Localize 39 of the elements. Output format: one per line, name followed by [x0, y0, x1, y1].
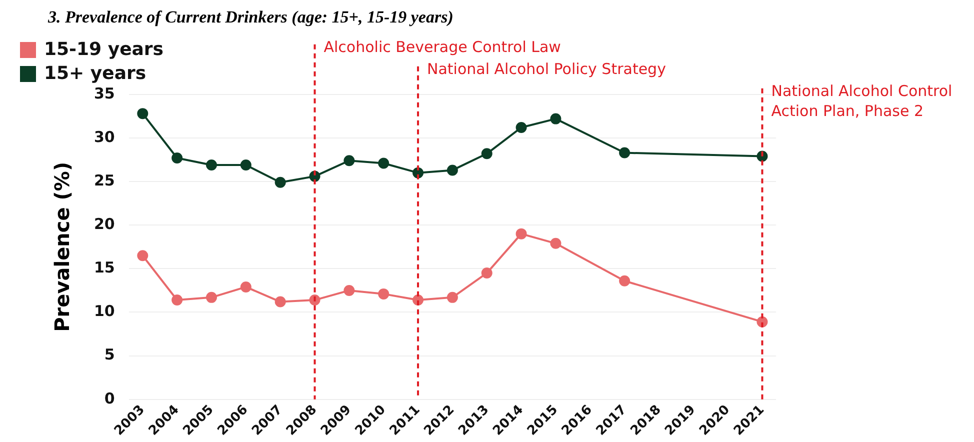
- chart-title: 3. Prevalence of Current Drinkers (age: 15+, 15-19 years): [47, 8, 454, 27]
- point: [619, 275, 630, 286]
- legend-label: 15+ years: [44, 62, 146, 86]
- point: [446, 164, 458, 176]
- y-tick-label: 35: [94, 84, 115, 102]
- point: [516, 228, 527, 240]
- point: [446, 292, 458, 303]
- point: [172, 152, 183, 164]
- point: [137, 250, 148, 262]
- point: [378, 158, 390, 169]
- y-tick-label: 20: [94, 215, 115, 233]
- point: [550, 238, 562, 249]
- y-tick-label: 10: [94, 302, 115, 320]
- point: [550, 113, 562, 124]
- point: [378, 288, 390, 300]
- point: [481, 148, 492, 160]
- y-tick-label: 0: [104, 389, 115, 408]
- ref-line-label: National Alcohol Control Action Plan, Phase 2: [771, 82, 952, 120]
- y-tick-label: 15: [94, 258, 115, 277]
- point: [481, 268, 492, 279]
- point: [206, 159, 217, 170]
- y-tick-label: 25: [94, 171, 115, 190]
- y-axis-title: Prevalence (%): [50, 162, 74, 332]
- point: [274, 176, 286, 188]
- y-tick-label: 30: [94, 128, 115, 146]
- legend-label: 15-19 years: [44, 38, 164, 62]
- point: [172, 294, 183, 306]
- point: [274, 296, 286, 308]
- point: [240, 159, 252, 170]
- point: [344, 155, 355, 166]
- point: [516, 122, 527, 134]
- ref-line-label: National Alcohol Policy Strategy: [427, 60, 666, 78]
- point: [240, 281, 252, 292]
- point: [206, 292, 217, 303]
- ref-line-label: Alcoholic Beverage Control Law: [324, 38, 561, 56]
- point: [344, 284, 355, 296]
- y-tick-label: 5: [104, 346, 115, 364]
- point: [619, 147, 630, 158]
- point: [137, 108, 148, 120]
